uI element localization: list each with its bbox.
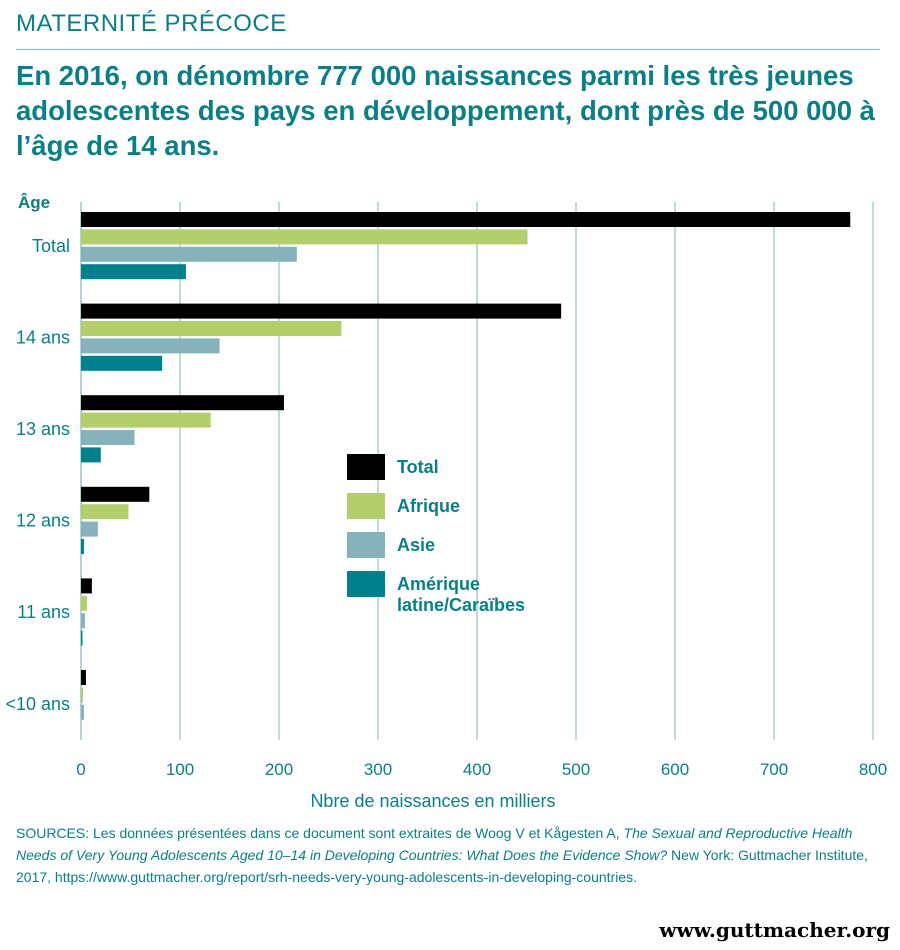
bar-1-3 xyxy=(81,355,163,371)
legend-swatch-1 xyxy=(347,493,385,519)
bar-5-2 xyxy=(81,704,84,720)
labels: 0 100 200 300 400 500 600 700 800 Âge Nbre de nais… xyxy=(5,193,887,811)
x-tick-label: 200 xyxy=(265,760,293,779)
bar-4-1 xyxy=(81,595,87,611)
sources-report-title: The Sexual and Reproductive Health Needs… xyxy=(16,825,853,863)
bar-3-2 xyxy=(81,521,98,537)
legend-label-line: Total xyxy=(397,457,439,477)
bar-3-0 xyxy=(81,486,150,502)
bar-2-1 xyxy=(81,412,211,428)
sources-note: SOURCES: Les données présentées dans ce … xyxy=(16,822,886,888)
bar-1-2 xyxy=(81,338,220,354)
bar-5-1 xyxy=(81,687,83,703)
legend-label-line: Asie xyxy=(397,535,435,555)
sources-lead: SOURCES: Les données présentées dans ce … xyxy=(16,825,624,841)
y-tick-label: 12 ans xyxy=(16,511,70,531)
x-tick-label: 400 xyxy=(463,760,491,779)
legend-label-line: latine/Caraïbes xyxy=(397,595,525,615)
y-tick-label: 11 ans xyxy=(17,602,70,622)
legend-label-2: Asie xyxy=(397,535,435,555)
bar-2-2 xyxy=(81,430,135,445)
y-tick-label: <10 ans xyxy=(5,694,70,714)
website-link[interactable]: www.guttmacher.org xyxy=(659,918,890,942)
y-tick-label: 14 ans xyxy=(16,327,70,347)
bar-0-1 xyxy=(81,229,528,245)
bar-0-2 xyxy=(81,246,297,262)
bar-3-1 xyxy=(81,504,129,520)
y-axis-title: Âge xyxy=(18,193,50,212)
legend-label-0: Total xyxy=(397,457,439,477)
legend-label-line: Amérique xyxy=(397,574,480,594)
bar-chart: 0 100 200 300 400 500 600 700 800 Âge Nbre de nais… xyxy=(5,193,887,811)
legend-label-line: Afrique xyxy=(397,496,460,516)
header-divider xyxy=(16,49,880,50)
x-tick-label: 800 xyxy=(859,760,887,779)
bar-5-0 xyxy=(81,670,86,685)
bar-4-0 xyxy=(81,578,92,594)
bars xyxy=(81,212,851,720)
bar-3-3 xyxy=(81,539,84,554)
x-axis-title: Nbre de naissances en milliers xyxy=(310,791,555,811)
legend-label-1: Afrique xyxy=(397,496,460,516)
bar-4-3 xyxy=(81,630,83,646)
bar-2-3 xyxy=(81,447,101,463)
grid-lines xyxy=(80,202,874,740)
bar-4-2 xyxy=(81,613,85,629)
bar-2-0 xyxy=(81,395,284,411)
legend-label-3: Amérique latine/Caraïbes xyxy=(397,574,525,615)
x-tick-label: 700 xyxy=(760,760,788,779)
chart-headline: En 2016, on dénombre 777 000 naissances … xyxy=(16,60,875,161)
bar-1-0 xyxy=(81,303,562,319)
section-kicker: MATERNITÉ PRÉCOCE xyxy=(16,10,287,37)
bar-0-3 xyxy=(81,264,186,280)
x-tick-label: 300 xyxy=(364,760,392,779)
bar-1-1 xyxy=(81,321,342,336)
x-tick-label: 0 xyxy=(76,760,85,779)
x-tick-label: 100 xyxy=(166,760,194,779)
legend-swatch-0 xyxy=(347,454,385,480)
legend: Total Afrique Asie Amérique latine/Caraïbes xyxy=(347,454,525,615)
bar-0-0 xyxy=(81,212,851,227)
x-tick-label: 600 xyxy=(661,760,689,779)
y-tick-label: Total xyxy=(32,236,70,256)
x-tick-label: 500 xyxy=(562,760,590,779)
y-tick-label: 13 ans xyxy=(16,419,70,439)
legend-swatch-2 xyxy=(347,532,385,558)
legend-swatch-3 xyxy=(347,571,385,597)
sources-tail: New York: Guttmacher Institute, 2017, ht… xyxy=(16,847,868,885)
